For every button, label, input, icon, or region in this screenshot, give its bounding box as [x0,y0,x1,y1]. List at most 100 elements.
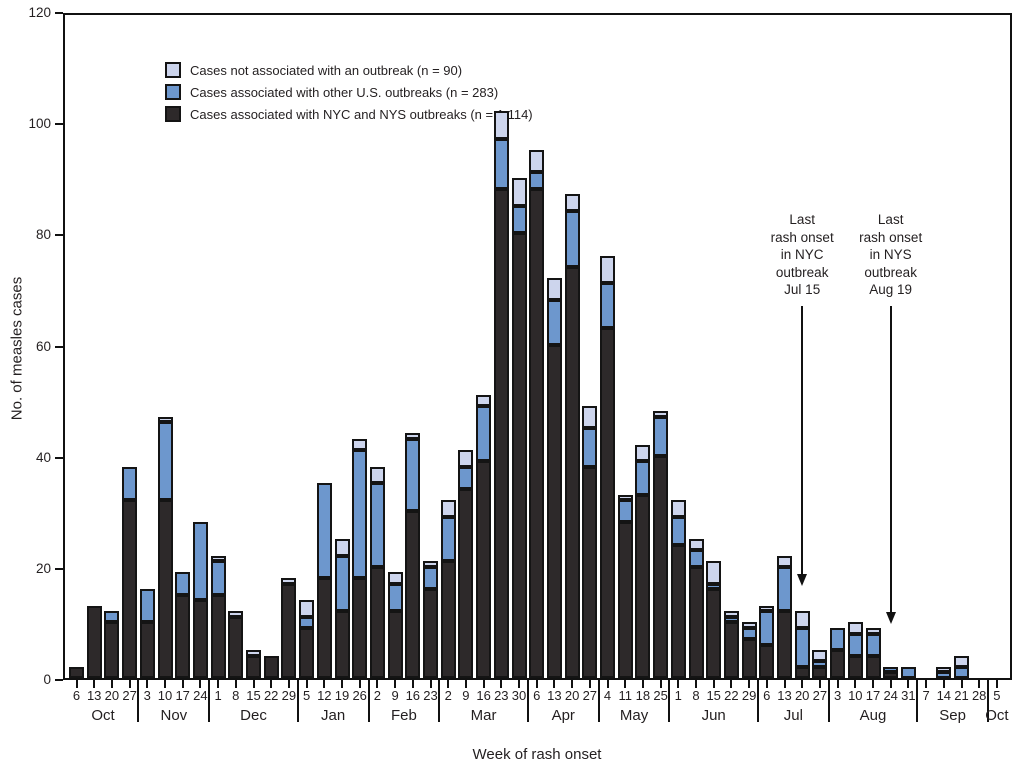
bar-segment [69,666,84,678]
bar-segment [316,483,332,578]
bar-segment [954,655,969,667]
bar-segment [387,572,403,584]
month-label: Jul [783,707,803,724]
month-separator [987,680,990,722]
month-label: Apr [551,707,575,724]
x-tick-mark [199,680,202,688]
stacked-bar [440,500,456,678]
stacked-bar [546,277,562,678]
stacked-bar [69,666,84,678]
x-tick-mark [907,680,910,688]
month-label: Sep [939,707,966,724]
x-tick-mark [854,680,857,688]
week-tick-label: 13 [86,688,102,703]
x-tick-mark [305,680,308,688]
bar-segment [192,600,208,678]
bar-segment [635,494,651,678]
x-tick-mark [518,680,520,688]
stacked-bar [688,539,704,678]
stacked-bar [228,611,244,678]
bar-segment [369,466,385,484]
month-separator [438,680,441,722]
month-label: Oct [985,707,1009,724]
bar-segment [210,561,226,595]
stacked-bar [281,577,297,678]
stacked-bar [405,433,421,678]
bar-segment [812,650,828,662]
week-tick-label: 15 [706,688,721,703]
bar-segment [741,622,757,628]
bar-segment [794,611,810,628]
stacked-bar [104,611,120,678]
y-tick-mark [55,345,63,348]
bar-segment [670,500,686,517]
bar-segment [192,522,208,601]
bar-segment [865,628,881,634]
bar-segment [511,233,527,678]
bar-segment [228,616,244,678]
legend-swatch [165,62,181,78]
legend-swatch [165,84,181,100]
stacked-bar [334,539,350,678]
week-tick-label: 29 [281,688,297,703]
month-label: Nov [160,707,188,724]
bar-segment [777,611,792,678]
x-tick-mark [978,680,981,688]
x-tick-mark [376,680,379,688]
week-tick-label: 22 [263,688,279,703]
x-tick-mark [765,680,768,688]
week-tick-label: 21 [954,688,969,703]
stacked-bar [653,411,669,678]
bar-segment [688,550,704,567]
bar-segment [210,594,226,678]
week-tick-label: 5 [993,688,1001,703]
legend-item: Cases not associated with an outbreak (n… [165,59,533,81]
x-tick-mark [252,680,255,688]
legend-swatch [165,106,181,122]
week-tick-label: 20 [104,688,120,703]
bar-segment [830,650,846,678]
bar-segment [263,655,279,678]
week-tick-label: 20 [794,688,810,703]
bar-segment [564,194,580,212]
week-tick-label: 8 [692,688,700,703]
legend-label: Cases not associated with an outbreak (n… [190,62,463,78]
bar-segment [493,111,509,139]
bar-segment [157,416,173,423]
week-tick-label: 3 [833,688,842,703]
bar-segment [936,672,952,678]
x-tick-mark [553,680,556,688]
stacked-bar [954,655,969,678]
legend-item: Cases associated with NYC and NYS outbre… [165,103,533,125]
bar-segment [777,555,792,567]
stacked-bar [387,572,403,678]
month-label: Jan [321,707,346,724]
bar-segment [334,555,350,612]
x-tick-mark [287,680,290,688]
x-tick-mark [889,680,892,688]
bar-segment [635,444,651,462]
bar-segment [369,483,385,567]
bar-segment [458,489,474,678]
week-tick-label: 2 [373,688,381,703]
stacked-bar [86,605,102,678]
stacked-bar [511,177,527,678]
x-tick-mark [128,680,131,688]
bar-segment [564,266,580,678]
bar-segment [759,605,775,612]
week-tick-label: 23 [494,688,509,703]
week-tick-label: 28 [971,688,987,703]
month-label: Oct [91,707,115,724]
stacked-bar [476,394,492,678]
month-separator [597,680,600,722]
x-tick-mark [447,680,450,688]
bar-segment [900,666,916,678]
week-tick-label: 7 [922,688,930,703]
bar-segment [104,611,120,623]
bar-segment [405,439,421,512]
bar-segment [759,644,775,678]
stacked-bar [812,650,828,678]
bar-segment [688,566,704,678]
y-tick-mark [55,12,63,14]
week-tick-label: 6 [533,688,541,703]
